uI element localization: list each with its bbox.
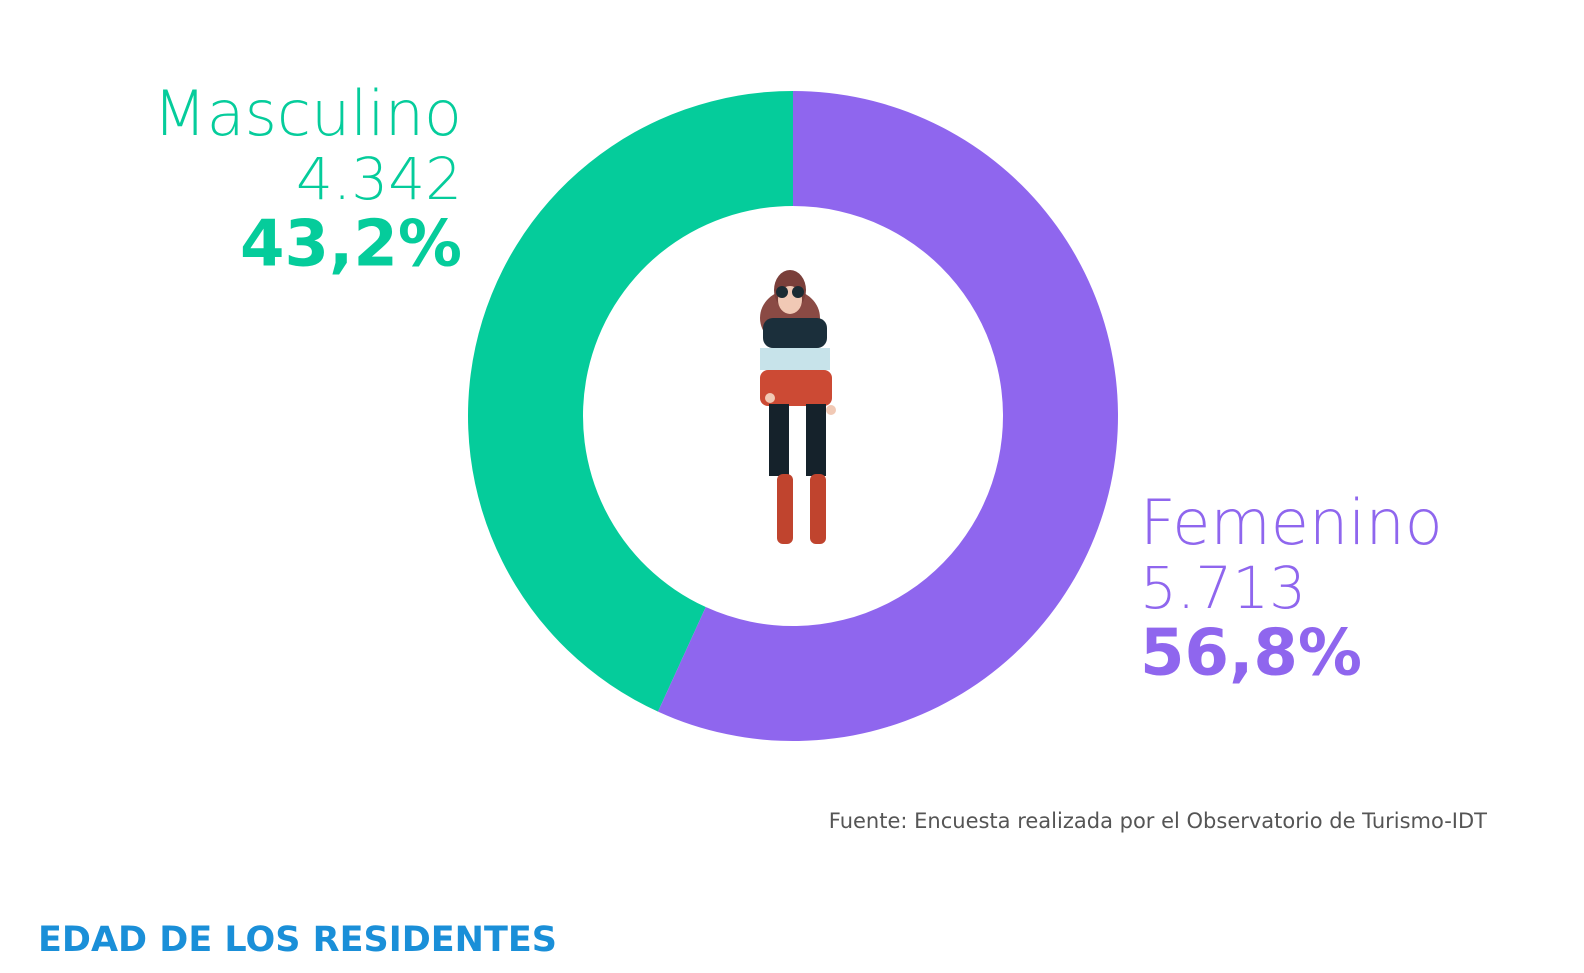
- donut-slice: [467, 91, 793, 712]
- slice-count: 5.713: [1140, 554, 1306, 622]
- slice-percent: 56,8%: [1140, 617, 1362, 691]
- section-heading: EDAD DE LOS RESIDENTES: [38, 920, 557, 960]
- slice-label: Femenino: [1140, 486, 1443, 559]
- slice-label: Masculino: [153, 77, 462, 150]
- woman-illustration: [760, 270, 836, 544]
- source-note: Fuente: Encuesta realizada por el Observ…: [829, 809, 1487, 833]
- donut-slice: [658, 91, 1118, 741]
- slice-percent: 43,2%: [240, 208, 462, 282]
- slice-count: 4.342: [296, 145, 462, 213]
